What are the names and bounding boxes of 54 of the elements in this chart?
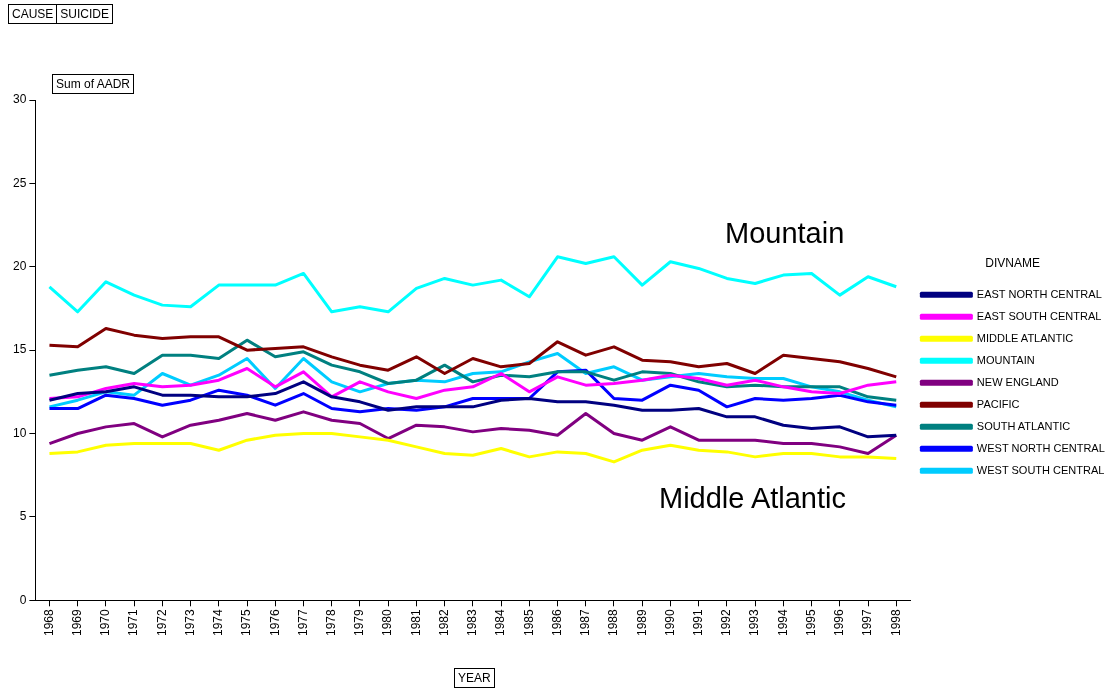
x-tick-label: 1990 bbox=[662, 608, 677, 637]
x-tick-label: 1980 bbox=[380, 608, 395, 637]
legend-label: MOUNTAIN bbox=[976, 353, 1035, 366]
y-tick-label: 0 bbox=[19, 592, 27, 607]
x-tick-label: 1973 bbox=[182, 608, 197, 637]
y-tick-label: 10 bbox=[12, 425, 27, 440]
x-tick-label: 1988 bbox=[606, 608, 621, 637]
y-tick-label: 30 bbox=[12, 92, 27, 107]
legend-label: EAST NORTH CENTRAL bbox=[976, 287, 1102, 300]
x-tick-label: 1968 bbox=[41, 608, 56, 637]
y-tick-label: 20 bbox=[12, 259, 27, 274]
y-tick-label: 25 bbox=[12, 175, 27, 190]
x-tick-label: 1981 bbox=[408, 608, 423, 637]
y-tick-label: 15 bbox=[12, 342, 27, 357]
text: SUICIDE bbox=[56, 4, 114, 24]
x-tick-label: 1997 bbox=[860, 608, 875, 637]
legend-label: WEST SOUTH CENTRAL bbox=[976, 463, 1105, 476]
legend-label: EAST SOUTH CENTRAL bbox=[976, 309, 1102, 322]
x-tick-label: 1995 bbox=[803, 608, 818, 637]
legend-title: DIVNAME bbox=[985, 256, 1041, 271]
x-tick-label: 1969 bbox=[70, 608, 84, 637]
x-tick-label: 1986 bbox=[549, 608, 564, 637]
x-tick-label: 1978 bbox=[324, 608, 339, 637]
x-tick-label: 1994 bbox=[775, 608, 790, 637]
x-tick-label: 1976 bbox=[267, 608, 282, 637]
annotation: Middle Atlantic bbox=[659, 481, 846, 515]
x-tick-label: 1998 bbox=[888, 608, 903, 637]
legend-label: NEW ENGLAND bbox=[976, 375, 1059, 388]
x-tick-label: 1996 bbox=[832, 608, 847, 637]
x-tick-label: 1975 bbox=[239, 608, 254, 637]
legend-label: MIDDLE ATLANTIC bbox=[976, 331, 1074, 344]
legend-label: WEST NORTH CENTRAL bbox=[976, 441, 1105, 454]
x-tick-label: 1983 bbox=[465, 608, 480, 637]
x-tick-label: 1982 bbox=[436, 608, 451, 637]
y-tick-label: 5 bbox=[19, 509, 27, 524]
legend-label: PACIFIC bbox=[976, 397, 1020, 410]
x-tick-label: 1971 bbox=[126, 608, 141, 637]
x-tick-label: 1991 bbox=[690, 608, 705, 637]
x-tick-label: 1984 bbox=[493, 608, 508, 637]
x-tick-label: 1974 bbox=[211, 608, 226, 637]
x-tick-label: 1993 bbox=[747, 608, 762, 637]
text: CAUSE bbox=[8, 4, 58, 24]
x-tick-label: 1985 bbox=[521, 608, 536, 637]
x-tick-label: 1989 bbox=[634, 608, 649, 637]
x-tick-label: 1979 bbox=[352, 608, 367, 637]
y-axis-title: Sum of AADR bbox=[52, 74, 135, 94]
x-axis-title: YEAR bbox=[454, 668, 495, 688]
x-tick-label: 1972 bbox=[154, 608, 169, 637]
x-tick-label: 1977 bbox=[295, 608, 310, 637]
annotation: Mountain bbox=[725, 216, 845, 250]
x-tick-label: 1970 bbox=[98, 608, 113, 637]
x-tick-label: 1987 bbox=[578, 608, 593, 637]
legend-label: SOUTH ATLANTIC bbox=[976, 419, 1071, 432]
x-tick-label: 1992 bbox=[719, 608, 734, 637]
